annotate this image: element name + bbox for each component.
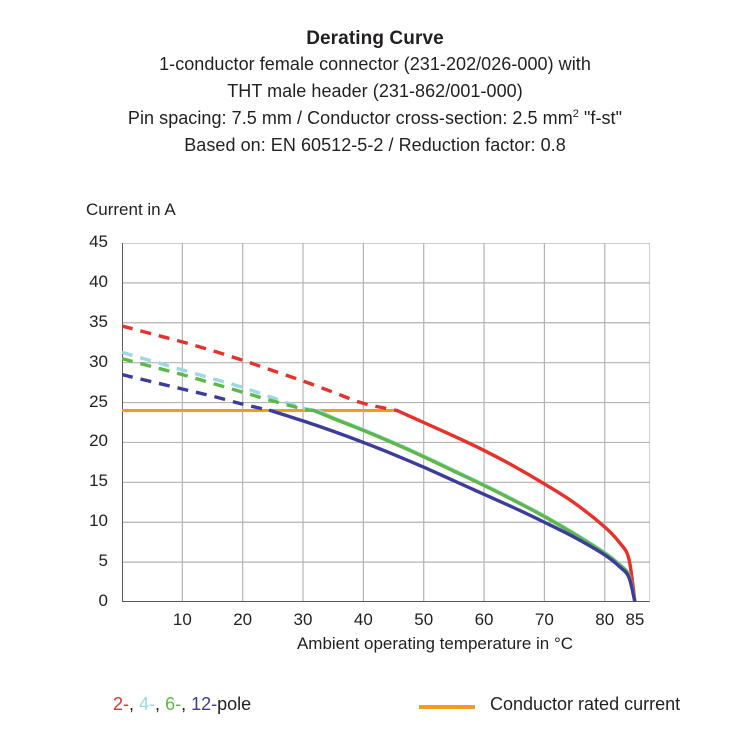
y-tick-label: 40 — [89, 271, 108, 291]
legend-rated-current-label: Conductor rated current — [490, 694, 681, 714]
x-tick-label: 20 — [233, 610, 253, 629]
y-tick-label: 10 — [89, 511, 108, 531]
legend-pole-12: 12- — [191, 694, 218, 714]
legend-pole-2: 2- — [113, 694, 130, 714]
series-line-solid-2-pole — [395, 408, 637, 602]
title-line-4-pre: Pin spacing: 7.5 mm / Conductor cross-se… — [127, 108, 573, 128]
page-title: Derating Curve — [306, 28, 444, 49]
legend-sep-3: , — [181, 694, 192, 714]
y-tick-label: 45 — [89, 232, 108, 251]
y-tick-label: 15 — [89, 471, 108, 491]
chart-svg — [122, 243, 650, 602]
title-line-4-post: "f-st" — [578, 108, 623, 128]
series-line-dashed-2-pole — [122, 324, 398, 413]
x-tick-label: 50 — [414, 610, 434, 629]
y-tick-label: 30 — [89, 351, 108, 371]
x-tick-label: 70 — [534, 610, 554, 629]
chart-plot-area — [122, 243, 650, 602]
legend-pole-tail: pole — [217, 694, 252, 714]
title-line-4: Pin spacing: 7.5 mm / Conductor cross-se… — [0, 105, 750, 132]
y-tick-label: 20 — [89, 431, 108, 451]
y-axis-label: Current in A — [86, 200, 176, 219]
chart-title-block: Derating Curve 1-conductor female connec… — [0, 26, 750, 159]
x-tick-label: 30 — [293, 610, 313, 629]
series-line-dashed-4-pole — [122, 350, 319, 413]
title-line-2: 1-conductor female connector (231-202/02… — [159, 54, 591, 74]
legend-pole-4: 4- — [139, 694, 156, 714]
y-tick-label: 25 — [89, 391, 108, 411]
chart-legend: 2-, 4-, 6-, 12-pole Conductor rated curr… — [0, 694, 750, 728]
series-line-solid-4-pole — [317, 408, 637, 602]
legend-sep-1: , — [129, 694, 140, 714]
legend-poles: 2-, 4-, 6-, 12-pole — [113, 694, 251, 715]
x-axis-label: Ambient operating temperature in °C — [296, 634, 574, 653]
series-line-dashed-12-pole — [122, 372, 271, 413]
title-line-4-superscript: 2 — [572, 108, 579, 120]
legend-pole-6: 6- — [165, 694, 182, 714]
x-tick-label: 80 — [595, 610, 615, 629]
legend-rated-current-swatch — [419, 705, 475, 709]
x-tick-label: 60 — [474, 610, 494, 629]
series-line-solid-12-pole — [268, 408, 637, 602]
x-tick-label: 40 — [353, 610, 373, 629]
series-line-solid-6-pole — [312, 408, 637, 602]
y-tick-label: 0 — [98, 591, 108, 610]
x-tick-label: 85 — [625, 610, 645, 629]
title-line-3: THT male header (231-862/001-000) — [227, 81, 523, 101]
y-tick-label: 5 — [98, 551, 108, 571]
legend-sep-2: , — [155, 694, 166, 714]
x-axis-label-wrap: Ambient operating temperature in °C — [0, 634, 750, 654]
title-line-5: Based on: EN 60512-5-2 / Reduction facto… — [184, 135, 566, 155]
x-tick-label: 10 — [172, 610, 192, 629]
y-tick-label: 35 — [89, 311, 108, 331]
